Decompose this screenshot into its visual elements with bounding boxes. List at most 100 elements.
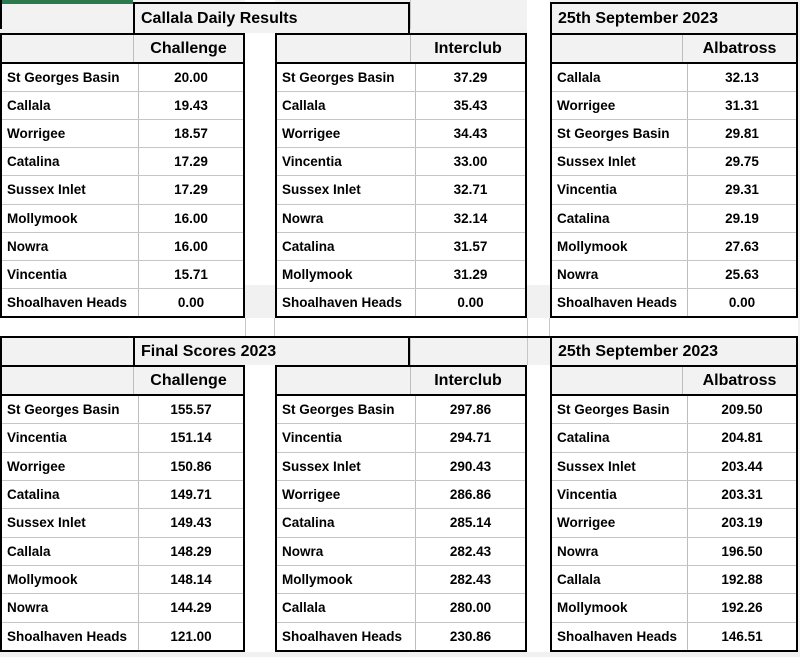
score-cell: 27.63 [687,232,796,260]
table-row: Nowra 144.29 [2,594,243,623]
score-cell: 203.44 [687,452,796,480]
albatross-column-header: Albatross [682,367,796,394]
score-cell: 34.43 [415,120,525,148]
score-cell: 148.29 [138,537,243,565]
table-row: Nowra 282.43 [277,537,525,566]
club-name-cell: Vincentia [282,154,342,170]
score-cell: 297.86 [415,396,525,424]
club-name-cell: Worrigee [7,458,66,474]
final-scores-title: Final Scores 2023 [133,336,410,365]
albatross-column-header: Albatross [682,35,796,62]
table-row: Worrigee 31.31 [552,92,796,121]
divider [549,318,550,336]
table-row: Worrigee 18.57 [2,120,243,149]
score-cell: 35.43 [415,92,525,120]
table-row: Sussex Inlet 29.75 [552,148,796,177]
club-name-cell: Shoalhaven Heads [7,294,128,310]
club-name-cell: Callala [557,70,601,86]
spacer-column [527,365,550,652]
table-row: St Georges Basin 20.00 [2,64,243,93]
score-cell: 155.57 [138,396,243,424]
score-cell: 151.14 [138,424,243,452]
final-albatross-table: St Georges Basin 209.50 Catalina 204.81 Suss… [550,394,798,652]
score-cell: 32.13 [687,64,796,92]
score-cell: 19.43 [138,92,243,120]
score-cell: 286.86 [415,480,525,509]
club-name-cell: Shoalhaven Heads [557,628,678,644]
table-row: Mollymook 148.14 [2,565,243,595]
club-name-cell: Vincentia [557,487,617,503]
challenge-column-header: Challenge [133,367,243,394]
top-date-title: 25th September 2023 [550,2,798,33]
daily-albatross-table: Callala 32.13 Worrigee 31.31 St Georges Basi… [550,62,798,318]
table-row: Callala 280.00 [277,594,525,623]
divider [274,318,275,336]
table-row: Shoalhaven Heads 121.00 [2,622,243,650]
table-row: Sussex Inlet 290.43 [277,452,525,481]
score-cell: 230.86 [415,622,525,650]
divider [410,0,411,29]
table-row: Vincentia 203.31 [552,480,796,510]
club-name-cell: Vincentia [282,430,342,446]
header-spacer-cell [2,35,133,62]
table-row: Shoalhaven Heads 0.00 [277,288,525,316]
table-row: Vincentia 15.71 [2,260,243,289]
score-cell: 204.81 [687,424,796,452]
score-cell: 31.31 [687,92,796,120]
table-row: St Georges Basin 37.29 [277,64,525,93]
table-row: Vincentia 33.00 [277,148,525,177]
club-name-cell: Shoalhaven Heads [282,628,403,644]
table-row: St Georges Basin 155.57 [2,396,243,425]
score-cell: 16.00 [138,232,243,260]
club-name-cell: Mollymook [282,266,353,282]
club-name-cell: St Georges Basin [557,126,670,142]
club-name-cell: Worrigee [557,515,616,531]
club-name-cell: Sussex Inlet [557,458,636,474]
club-name-cell: Catalina [282,515,335,531]
club-name-cell: St Georges Basin [282,402,395,418]
table-row: Worrigee 286.86 [277,480,525,510]
score-cell: 25.63 [687,260,796,288]
score-cell: 29.75 [687,148,796,176]
table-row: Mollymook 31.29 [277,260,525,289]
club-name-cell: St Georges Basin [7,70,120,86]
header-spacer-cell [277,367,410,394]
score-cell: 29.31 [687,176,796,204]
score-cell: 29.81 [687,120,796,148]
interclub-column-header: Interclub [410,35,525,62]
club-name-cell: Callala [7,543,51,559]
score-cell: 144.29 [138,594,243,622]
club-name-cell: Mollymook [557,238,628,254]
final-interclub-header: Interclub [275,365,527,394]
score-cell: 149.43 [138,509,243,537]
score-cell: 290.43 [415,452,525,480]
table-row: Vincentia 29.31 [552,176,796,205]
score-cell: 0.00 [687,288,796,316]
table-row: Callala 19.43 [2,92,243,121]
club-name-cell: Sussex Inlet [7,515,86,531]
score-cell: 203.31 [687,480,796,509]
table-row: Mollymook 27.63 [552,232,796,261]
score-cell: 0.00 [415,288,525,316]
spacer-column [245,0,275,285]
table-row: Nowra 25.63 [552,260,796,289]
club-name-cell: Nowra [282,543,324,559]
club-name-cell: Sussex Inlet [282,182,361,198]
table-row: Catalina 17.29 [2,148,243,177]
club-name-cell: Callala [557,572,601,588]
club-name-cell: Mollymook [7,572,78,588]
club-name-cell: Mollymook [282,572,353,588]
club-name-cell: Catalina [282,238,335,254]
club-name-cell: St Georges Basin [282,70,395,86]
table-row: St Georges Basin 209.50 [552,396,796,425]
score-cell: 32.14 [415,204,525,232]
score-cell: 15.71 [138,260,243,288]
score-cell: 31.29 [415,260,525,288]
club-name-cell: Callala [282,600,326,616]
section-gap-row [0,318,798,336]
table-row: Catalina 29.19 [552,204,796,233]
divider [527,338,528,365]
table-row: Mollymook 16.00 [2,204,243,233]
table-row: Callala 148.29 [2,537,243,566]
club-name-cell: Vincentia [557,182,617,198]
